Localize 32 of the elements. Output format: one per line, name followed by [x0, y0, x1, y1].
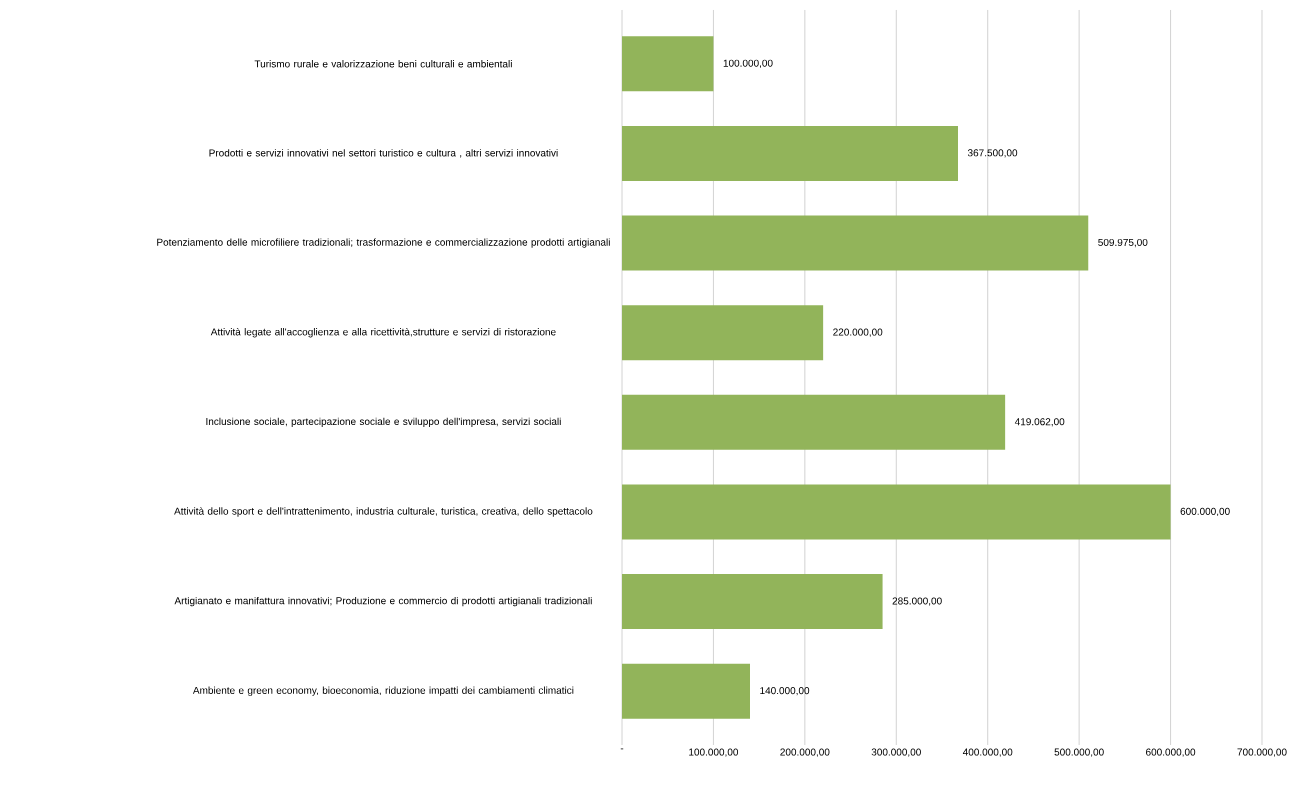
x-tick-label: 100.000,00 — [689, 748, 739, 757]
x-tick-label: 500.000,00 — [1054, 748, 1104, 757]
data-label: 100.000,00 — [723, 59, 773, 68]
data-label: 367.500,00 — [967, 149, 1018, 158]
bar — [622, 305, 824, 361]
bar — [622, 215, 1089, 271]
bar — [622, 125, 958, 181]
y-tick-label: Artigianato e manifattura innovativi; Produzione e commercio di prodotti artigianali tradizionali — [174, 596, 592, 607]
data-label: 285.000,00 — [892, 597, 942, 606]
bar — [622, 36, 714, 92]
y-tick-label: Ambiente e green economy, bioeconomia, riduzione impatti dei cambiamenti climatici — [192, 686, 574, 696]
y-tick-label: Attività dello sport e dell'intrattenimento, industria culturale, turistica, creativa, dello spettacolo — [174, 507, 593, 517]
bar — [622, 394, 1006, 450]
x-tick-label: 300.000,00 — [871, 748, 921, 757]
bar — [622, 663, 750, 719]
data-label: 600.000,00 — [1180, 507, 1230, 517]
y-tick-label: Potenziamento delle microfiliere tradizionali; trasformazione e commercializzazione prodotti artigianali — [157, 238, 610, 248]
bar — [622, 574, 883, 630]
y-tick-label: Inclusione sociale, partecipazione sociale e sviluppo dell'impresa, servizi sociali — [206, 417, 561, 427]
y-tick-label: Attività legate all'accoglienza e alla ricettività,strutture e servizi di ristorazione — [210, 327, 556, 338]
x-tick-label: 400.000,00 — [962, 748, 1013, 757]
y-tick-label: Turismo rurale e valorizzazione beni culturali e ambientali — [254, 60, 512, 68]
x-tick-label: 200.000,00 — [780, 748, 830, 757]
x-tick-label: 700.000,00 — [1237, 748, 1287, 757]
y-tick-label: Prodotti e servizi innovativi nel settori turistico e cultura , altri servizi innovativi — [209, 149, 558, 158]
data-label: 419.062,00 — [1014, 418, 1065, 427]
data-label: 509.975,00 — [1098, 238, 1148, 248]
data-label: 140.000,00 — [760, 687, 810, 696]
data-label: 220.000,00 — [833, 328, 883, 337]
x-tick-label: 600.000,00 — [1146, 748, 1196, 757]
bar — [622, 484, 1171, 540]
x-tick-label: - — [620, 748, 624, 750]
